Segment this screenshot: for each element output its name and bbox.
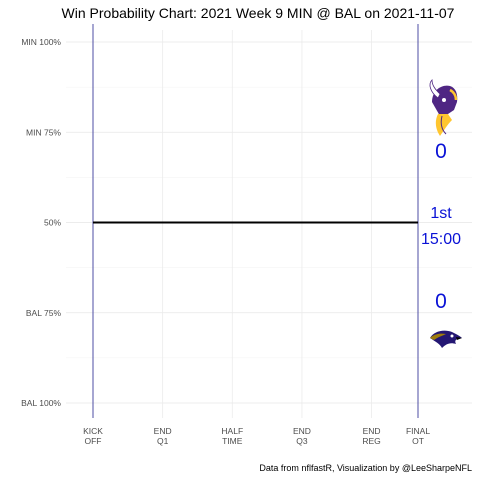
y-tick-label: MIN 75% (26, 127, 61, 137)
y-tick-label: BAL 75% (26, 308, 62, 318)
x-axis-ticks: KICK OFF END Q1 HALF TIME END Q3 END REG FINAL OT (83, 426, 430, 446)
away-score: 0 (435, 290, 447, 313)
ravens-logo-icon (430, 330, 462, 348)
x-tick-label: FINAL OT (406, 426, 430, 446)
y-axis-ticks: MIN 100% MIN 75% 50% BAL 75% BAL 100% (21, 37, 61, 408)
chart-caption: Data from nflfastR, Visualization by @Le… (259, 463, 472, 473)
y-tick-label: MIN 100% (21, 37, 61, 47)
grid-lines (66, 30, 472, 418)
clock-label: 15:00 (421, 231, 461, 248)
x-tick-label: END REG (362, 426, 380, 446)
period-lines (92, 24, 419, 418)
x-tick-label: KICK OFF (83, 426, 103, 446)
quarter-label: 1st (430, 205, 452, 222)
chart-title: Win Probability Chart: 2021 Week 9 MIN @… (62, 5, 455, 21)
x-tick-label: HALF TIME (221, 426, 243, 446)
home-score: 0 (435, 140, 447, 163)
x-tick-label: END Q1 (154, 426, 172, 446)
vikings-logo-icon (429, 79, 458, 136)
y-tick-label: BAL 100% (21, 398, 61, 408)
x-tick-label: END Q3 (293, 426, 311, 446)
y-tick-label: 50% (44, 218, 61, 228)
